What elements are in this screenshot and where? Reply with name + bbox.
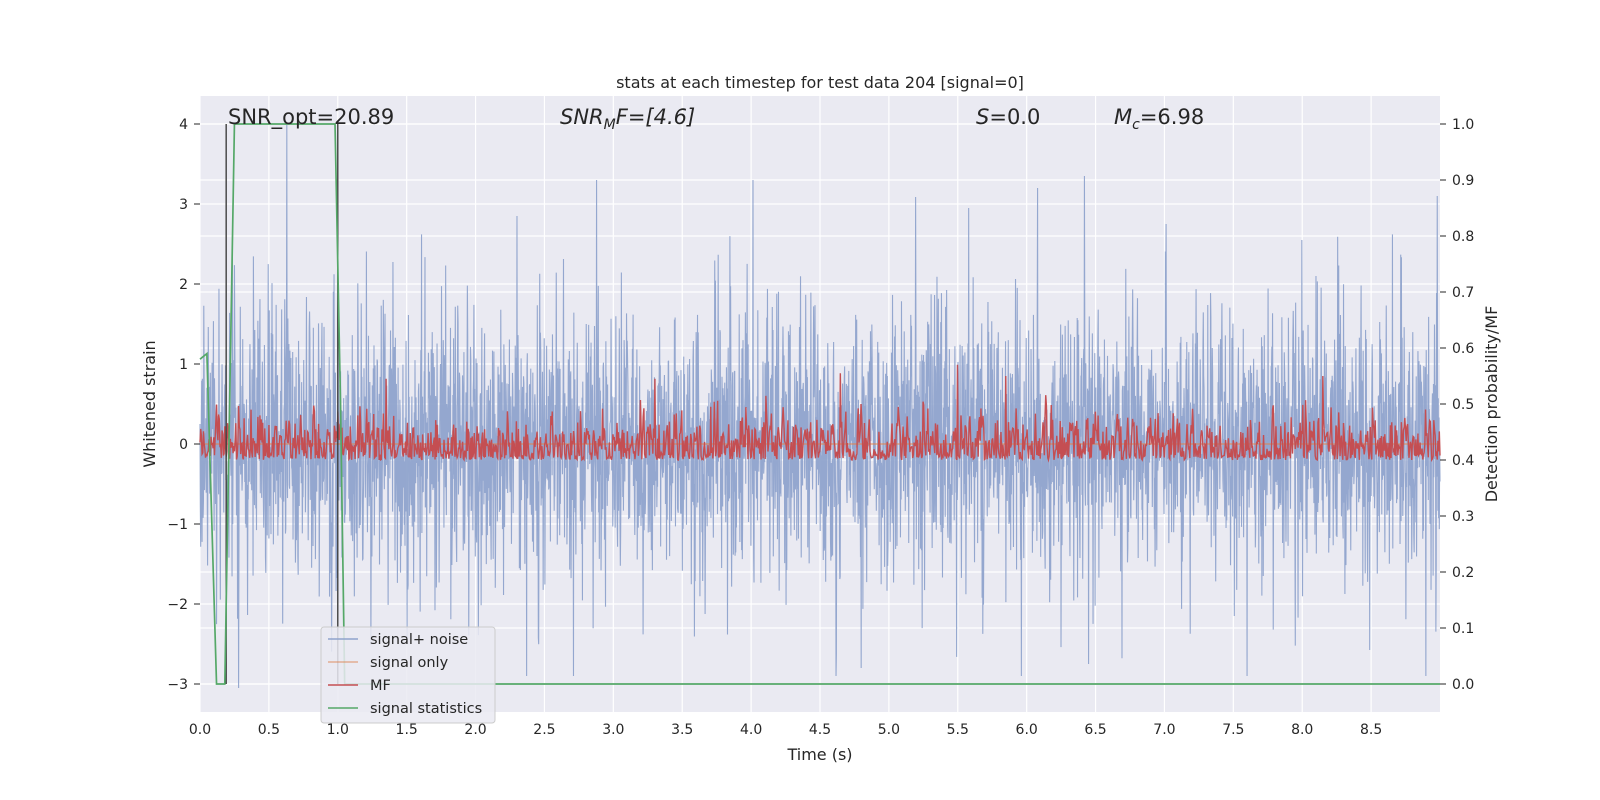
x-tick-label-10: 5.0	[878, 722, 900, 738]
line-mf	[199, 364, 1441, 463]
x-tick-label-15: 7.5	[1222, 722, 1244, 738]
annotation-s-symbol: S	[976, 105, 989, 129]
x-tick-label-7: 3.5	[671, 722, 693, 738]
x-tick-label-14: 7.0	[1153, 722, 1175, 738]
x-tick-label-16: 8.0	[1291, 722, 1313, 738]
legend-label-signal-statistics: signal statistics	[370, 701, 482, 717]
chart-title: stats at each timestep for test data 204…	[616, 73, 1024, 92]
series-mf	[199, 364, 1441, 463]
annotation-mc-value: =6.98	[1140, 105, 1204, 129]
legend-label-signal-noise: signal+ noise	[370, 632, 468, 648]
legend-label-signal-only: signal only	[370, 655, 449, 671]
y-tick-label-3: 0	[179, 437, 188, 453]
x-tick-label-3: 1.5	[396, 722, 418, 738]
y2-tick-label-4: 0.4	[1452, 453, 1474, 469]
y-tick-label-1: −2	[167, 597, 188, 613]
y2-axis-label: Detection probability/MF	[1482, 306, 1501, 503]
x-tick-label-0: 0.0	[189, 722, 211, 738]
y-tick-label-6: 3	[179, 197, 188, 213]
annotation-snr-mf-base: SNR	[560, 105, 604, 129]
y2-tick-label-7: 0.7	[1452, 285, 1474, 301]
y2-tick-label-8: 0.8	[1452, 229, 1474, 245]
y-tick-label-7: 4	[179, 117, 188, 133]
x-tick-label-1: 0.5	[258, 722, 280, 738]
x-tick-label-17: 8.5	[1360, 722, 1382, 738]
x-tick-label-9: 4.5	[809, 722, 831, 738]
legend-label-mf: MF	[370, 678, 391, 694]
y-tick-label-5: 2	[179, 277, 188, 293]
y2-tick-label-2: 0.2	[1452, 565, 1474, 581]
y-tick-label-4: 1	[179, 357, 188, 373]
annotation-snr-mf: SNRMF=[4.6]	[560, 105, 695, 133]
y2-tick-label-0: 0.0	[1452, 677, 1474, 693]
y-axis-label: Whitened strain	[140, 340, 159, 467]
x-tick-label-6: 3.0	[602, 722, 624, 738]
annotation-snr-mf-sub: M	[604, 117, 616, 133]
y2-tick-label-9: 0.9	[1452, 173, 1474, 189]
x-axis-label: Time (s)	[786, 745, 852, 764]
x-tick-label-5: 2.5	[533, 722, 555, 738]
x-tick-label-2: 1.0	[327, 722, 349, 738]
x-tick-label-12: 6.0	[1016, 722, 1038, 738]
x-tick-label-4: 2.0	[464, 722, 486, 738]
annotation-mc-symbol: M	[1114, 105, 1132, 129]
annotation-mc-sub: c	[1132, 117, 1140, 133]
annotation-mc: Mc=6.98	[1114, 105, 1204, 133]
legend: signal+ noise signal only MF signal stat…	[320, 626, 496, 724]
x-tick-label-8: 4.0	[740, 722, 762, 738]
y2-tick-label-10: 1.0	[1452, 117, 1474, 133]
axis-ticks: 0.0 0.5 1.0 1.5 2.0 2.5 3.0 3.5 4.0 4.5 5.0 5.5 6.0 6…	[167, 117, 1474, 738]
x-tick-label-13: 6.5	[1084, 722, 1106, 738]
annotation-snr-mf-rest: F=[4.6]	[616, 105, 695, 129]
legend-box	[320, 626, 496, 724]
annotation-s-value: =0.0	[989, 105, 1040, 129]
y2-tick-label-3: 0.3	[1452, 509, 1474, 525]
y-tick-label-0: −3	[167, 677, 188, 693]
y2-tick-label-5: 0.5	[1452, 397, 1474, 413]
x-tick-label-11: 5.5	[947, 722, 969, 738]
annotation-s: S=0.0	[976, 105, 1040, 129]
annotation-snr-opt: SNR_opt=20.89	[228, 105, 394, 130]
y2-tick-label-6: 0.6	[1452, 341, 1474, 357]
y-tick-label-2: −1	[167, 517, 188, 533]
y2-tick-label-1: 0.1	[1452, 621, 1474, 637]
